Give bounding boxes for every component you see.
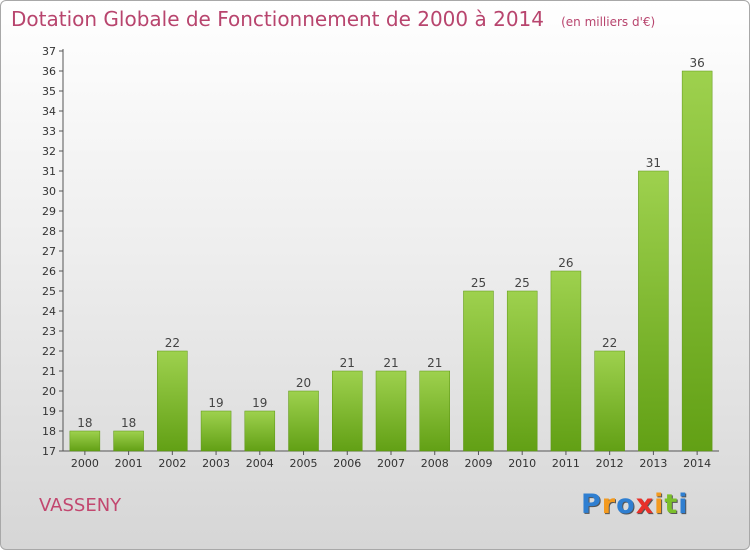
x-tick-label: 2008 xyxy=(421,457,449,470)
bar xyxy=(419,370,450,452)
data-label: 21 xyxy=(427,356,442,370)
data-label: 21 xyxy=(383,356,398,370)
y-tick-label: 17 xyxy=(42,445,56,458)
x-tick-label: 2013 xyxy=(639,457,667,470)
data-label: 36 xyxy=(689,56,704,70)
y-tick-label: 32 xyxy=(42,145,56,158)
y-tick-label: 22 xyxy=(42,345,56,358)
y-tick-label: 35 xyxy=(42,85,56,98)
logo-letter: t xyxy=(664,489,679,520)
data-label: 26 xyxy=(558,256,573,270)
bar xyxy=(463,290,494,452)
bar xyxy=(506,290,538,452)
x-tick-label: 2001 xyxy=(115,457,143,470)
y-tick-label: 33 xyxy=(42,125,56,138)
data-label: 22 xyxy=(602,336,617,350)
data-label: 22 xyxy=(165,336,180,350)
y-tick-label: 28 xyxy=(42,225,56,238)
chart-title-block: Dotation Globale de Fonctionnement de 20… xyxy=(11,7,655,31)
x-tick-label: 2003 xyxy=(202,457,230,470)
x-tick-label: 2010 xyxy=(508,457,536,470)
y-tick-label: 34 xyxy=(42,105,56,118)
y-tick-label: 24 xyxy=(42,305,56,318)
bar xyxy=(594,350,625,452)
y-tick-label: 25 xyxy=(42,285,56,298)
data-label: 19 xyxy=(208,396,223,410)
logo-letter: i xyxy=(678,489,689,520)
chart-title: Dotation Globale de Fonctionnement de 20… xyxy=(11,7,544,31)
y-tick-label: 18 xyxy=(42,425,56,438)
x-tick-label: 2004 xyxy=(246,457,274,470)
x-tick-label: 2014 xyxy=(683,457,711,470)
bar xyxy=(288,390,319,452)
y-tick-label: 29 xyxy=(42,205,56,218)
data-label: 18 xyxy=(121,416,136,430)
y-tick-label: 21 xyxy=(42,365,56,378)
y-tick-label: 26 xyxy=(42,265,56,278)
bar xyxy=(550,270,582,452)
commune-name: VASSENY xyxy=(39,495,122,516)
bar xyxy=(638,170,669,452)
x-tick-label: 2006 xyxy=(333,457,361,470)
x-tick-label: 2005 xyxy=(290,457,318,470)
data-label: 25 xyxy=(471,276,486,290)
data-label: 19 xyxy=(252,396,267,410)
y-tick-label: 31 xyxy=(42,165,56,178)
chart-unit-note: (en milliers d'€) xyxy=(561,15,656,29)
x-tick-label: 2007 xyxy=(377,457,405,470)
logo-letter: r xyxy=(601,489,617,520)
bar xyxy=(69,430,101,452)
bar xyxy=(332,370,363,452)
y-tick-label: 36 xyxy=(42,65,56,78)
proxiti-logo: Proxiti xyxy=(581,489,689,520)
y-tick-label: 19 xyxy=(42,405,56,418)
x-tick-label: 2011 xyxy=(552,457,580,470)
data-label: 25 xyxy=(515,276,530,290)
bar xyxy=(157,350,188,452)
logo-letter: P xyxy=(581,489,602,520)
bar xyxy=(113,430,144,452)
y-tick-label: 20 xyxy=(42,385,56,398)
logo-letter: o xyxy=(616,489,636,520)
x-tick-label: 2009 xyxy=(464,457,492,470)
y-tick-label: 27 xyxy=(42,245,56,258)
data-label: 20 xyxy=(296,376,311,390)
x-tick-label: 2012 xyxy=(596,457,624,470)
x-tick-label: 2002 xyxy=(158,457,186,470)
y-tick-label: 37 xyxy=(42,45,56,58)
logo-letter: x xyxy=(635,489,655,520)
bar xyxy=(200,410,232,452)
data-label: 21 xyxy=(340,356,355,370)
x-tick-label: 2000 xyxy=(71,457,99,470)
bar xyxy=(375,370,407,452)
data-label: 31 xyxy=(646,156,661,170)
bar xyxy=(681,70,713,452)
y-tick-label: 23 xyxy=(42,325,56,338)
logo-letter: i xyxy=(654,489,665,520)
y-tick-label: 30 xyxy=(42,185,56,198)
bar xyxy=(244,410,276,452)
data-label: 18 xyxy=(77,416,92,430)
